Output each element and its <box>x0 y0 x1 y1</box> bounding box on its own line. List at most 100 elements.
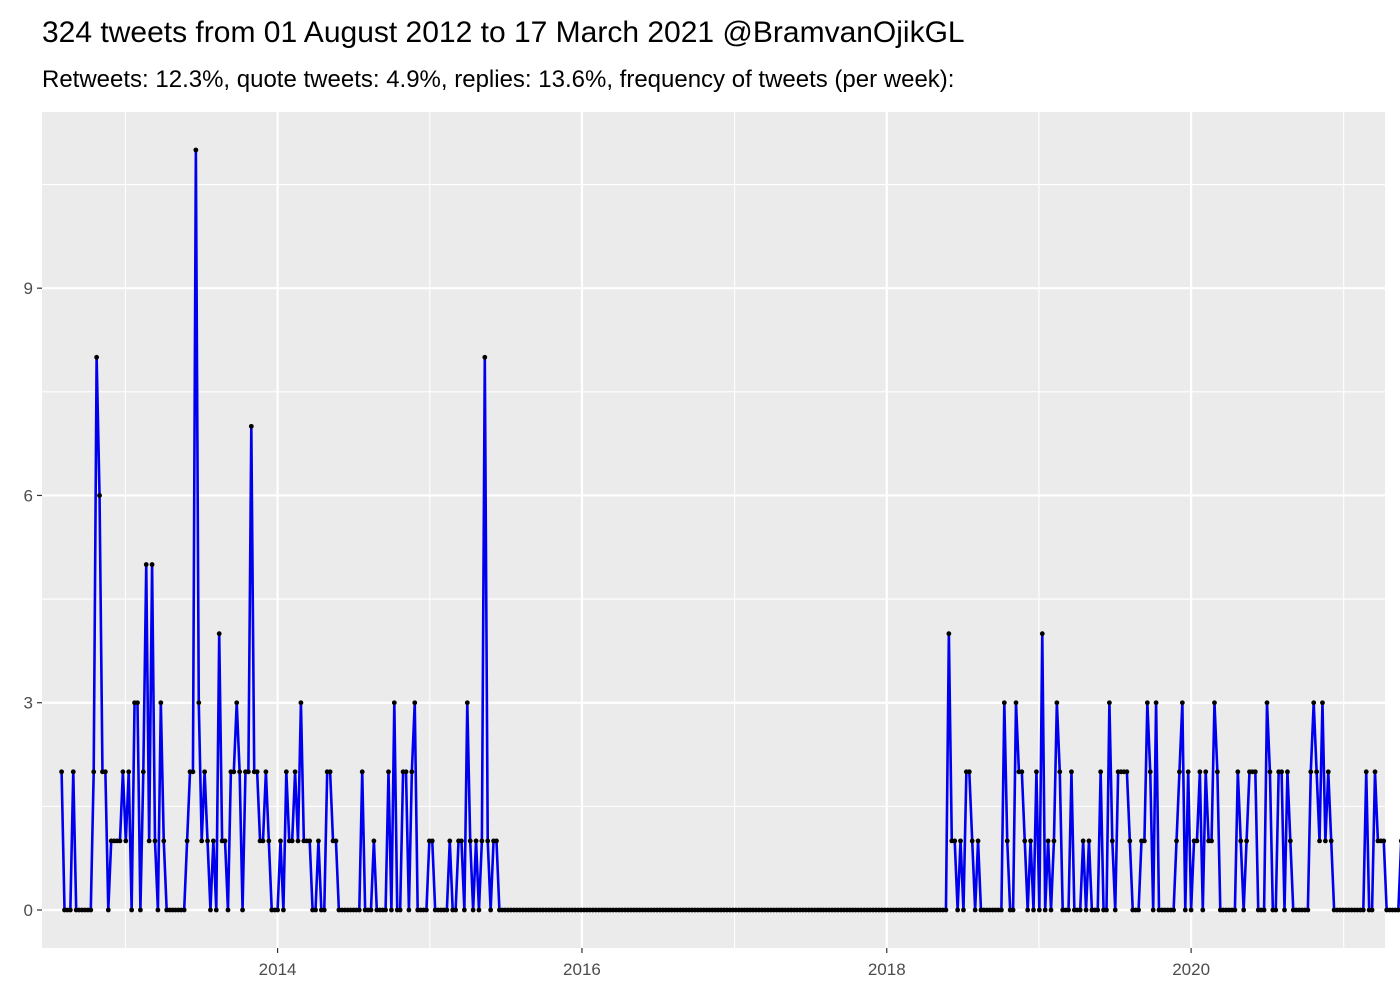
data-point <box>1182 907 1188 913</box>
data-point <box>1194 838 1200 844</box>
data-point <box>1112 907 1118 913</box>
data-point <box>275 907 280 913</box>
x-tick-label: 2018 <box>868 960 906 979</box>
data-point <box>1235 769 1241 775</box>
data-point <box>389 907 394 913</box>
data-point <box>1311 700 1317 706</box>
data-point <box>1214 769 1220 775</box>
data-point <box>1127 838 1133 844</box>
data-point <box>295 838 301 844</box>
data-point <box>117 838 123 844</box>
data-point <box>1305 907 1311 913</box>
data-point <box>1273 907 1279 913</box>
y-tick-label: 9 <box>24 279 33 298</box>
data-point <box>1083 907 1089 913</box>
data-point <box>1019 769 1025 775</box>
data-point <box>966 769 972 775</box>
data-point <box>208 907 213 913</box>
data-point <box>1036 907 1042 913</box>
data-point <box>216 631 222 637</box>
data-point <box>975 838 981 844</box>
data-point <box>1086 838 1092 844</box>
data-point <box>1066 907 1071 913</box>
data-point <box>155 907 161 913</box>
data-point <box>1185 769 1191 775</box>
data-point <box>1025 907 1031 913</box>
data-point <box>213 907 219 913</box>
data-point <box>1136 907 1141 913</box>
data-point <box>327 769 333 775</box>
data-point <box>254 769 260 775</box>
data-point <box>1317 838 1322 844</box>
data-point <box>955 907 961 913</box>
data-point <box>1209 838 1214 844</box>
data-point <box>1282 907 1287 913</box>
data-point <box>146 838 152 844</box>
data-point <box>969 838 975 844</box>
data-point <box>1174 838 1179 844</box>
data-point <box>234 700 240 706</box>
data-point <box>406 907 412 913</box>
data-point <box>368 907 374 913</box>
data-point <box>1322 838 1328 844</box>
data-point <box>1045 838 1051 844</box>
data-point <box>1142 838 1147 844</box>
data-point <box>397 907 403 913</box>
data-point <box>1042 907 1048 913</box>
data-point <box>70 769 76 775</box>
data-point <box>248 423 254 429</box>
data-point <box>88 907 94 913</box>
data-point <box>1057 769 1063 775</box>
data-point <box>1285 769 1290 775</box>
data-point <box>1320 700 1325 706</box>
data-point <box>1188 907 1194 913</box>
data-point <box>263 769 269 775</box>
data-point <box>184 838 190 844</box>
data-point <box>140 769 146 775</box>
data-point <box>391 700 397 706</box>
data-point <box>202 769 208 775</box>
data-point <box>1238 838 1244 844</box>
data-point <box>59 769 64 775</box>
grid-minor <box>42 112 1385 948</box>
data-point <box>1252 769 1258 775</box>
data-point <box>281 907 286 913</box>
data-point <box>1109 838 1115 844</box>
data-point <box>190 769 196 775</box>
data-point <box>266 838 272 844</box>
data-point <box>467 838 473 844</box>
data-point <box>67 907 73 913</box>
data-point <box>1328 838 1334 844</box>
data-point <box>429 838 435 844</box>
data-point <box>1080 838 1086 844</box>
data-point <box>1287 838 1293 844</box>
data-point <box>1244 838 1249 844</box>
data-point <box>91 769 97 775</box>
data-point <box>1203 769 1209 775</box>
data-point <box>1308 769 1314 775</box>
data-point <box>1360 907 1366 913</box>
data-point <box>105 907 111 913</box>
data-point <box>289 838 295 844</box>
data-point <box>1013 700 1019 706</box>
data-point <box>1104 907 1109 913</box>
data-point <box>943 907 949 913</box>
data-point <box>278 838 283 844</box>
data-point <box>1325 769 1331 775</box>
data-point <box>1069 769 1074 775</box>
data-point <box>135 700 140 706</box>
y-tick-label: 6 <box>24 486 33 505</box>
data-point <box>316 838 321 844</box>
y-axis: 0 3 6 9 <box>24 279 42 920</box>
data-point <box>359 769 365 775</box>
data-point <box>1001 700 1007 706</box>
data-point <box>1150 907 1156 913</box>
data-point <box>313 907 318 913</box>
data-point <box>138 907 143 913</box>
data-point <box>444 907 450 913</box>
data-point <box>412 700 418 706</box>
data-point <box>1267 769 1273 775</box>
data-point <box>240 907 245 913</box>
data-point <box>149 562 155 567</box>
data-point <box>1004 838 1010 844</box>
